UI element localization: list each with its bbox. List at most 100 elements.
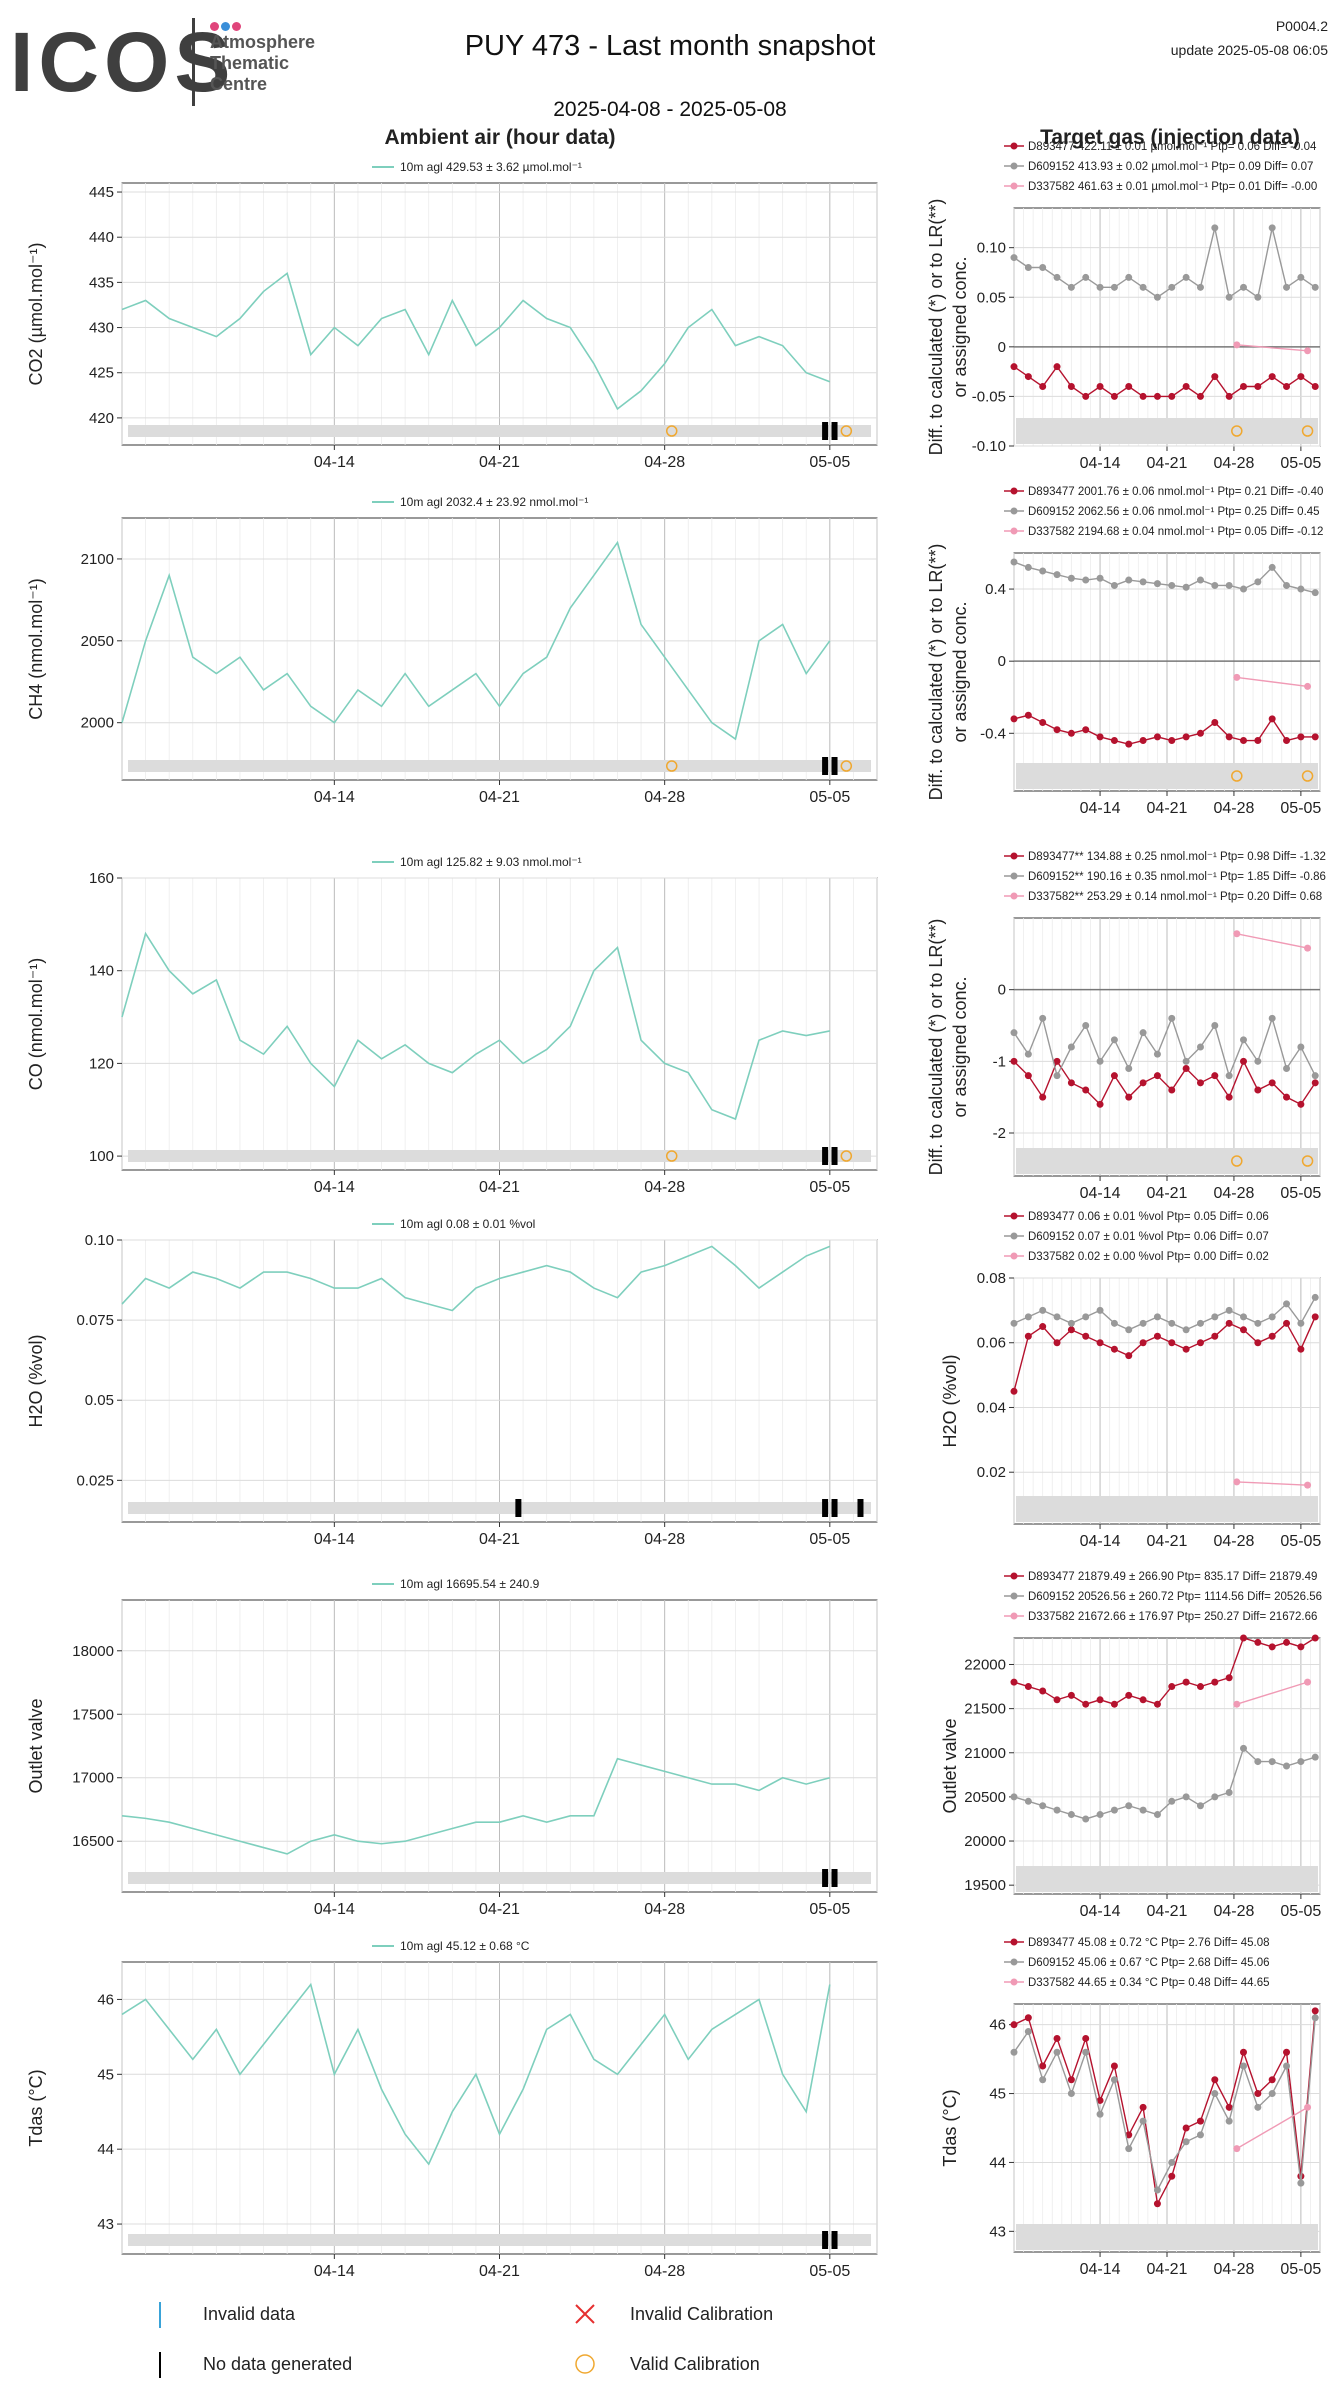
target-series-point [1039, 2062, 1047, 2070]
y-tick-label: 420 [89, 410, 114, 427]
target-series-line [1236, 933, 1308, 949]
ambient-series-line [121, 271, 831, 411]
y-tick-label: 0 [998, 982, 1006, 999]
target-series-point [1297, 273, 1305, 281]
target-series-point [1182, 1793, 1190, 1801]
target-series-point [1110, 392, 1118, 400]
x-tick-label: 05-05 [809, 789, 850, 806]
target-series-point [1268, 1313, 1276, 1321]
series-legend-marker [1010, 142, 1018, 150]
x-tick-label: 05-05 [809, 454, 850, 471]
target-series-point [1067, 1079, 1075, 1087]
chart-panel-8: 04-14 04-21 04-28 05-05 16500 17000 17500 18000… [26, 1577, 878, 1918]
target-series-point [1283, 2048, 1291, 2056]
target-series-point [1168, 1086, 1176, 1094]
target-series-point [1225, 1788, 1233, 1796]
target-series-point [1254, 383, 1262, 390]
target-series-point [1233, 341, 1241, 349]
y-tick-label: 45 [97, 2066, 114, 2083]
x-tick-label: 05-05 [809, 1531, 850, 1548]
y-tick-label: 18000 [72, 1643, 114, 1660]
y-tick-label: 21000 [964, 1745, 1006, 1762]
target-series-point [1067, 2076, 1075, 2084]
target-series-point [1311, 1753, 1319, 1761]
target-series-point [1254, 578, 1262, 586]
target-series-point [1139, 1696, 1147, 1704]
y-axis-label: CO (nmol.mol⁻¹) [26, 958, 46, 1091]
target-series-point [1268, 563, 1276, 571]
target-series-point [1010, 1678, 1018, 1686]
target-series-point [1297, 373, 1305, 381]
y-tick-label: 45 [989, 2086, 1006, 2103]
target-series-point [1297, 1100, 1305, 1108]
target-series-point [1096, 1306, 1104, 1314]
y-axis-label: Tdas (°C) [26, 2069, 46, 2146]
valid-calibration-marker [1301, 1155, 1314, 1167]
valid-calibration-marker [1231, 770, 1243, 782]
target-series-point [1283, 1319, 1291, 1327]
no-data-marker [831, 1147, 838, 1165]
target-series-point [1082, 726, 1090, 734]
target-series-point [1125, 740, 1133, 748]
target-series-point [1240, 2048, 1247, 2056]
target-series-point [1153, 1700, 1161, 1708]
target-series-point [1082, 1700, 1090, 1708]
no-data-marker [831, 2231, 838, 2249]
invalid-data-symbol [159, 2302, 161, 2328]
target-series-point [1182, 1065, 1190, 1072]
target-series-line [1236, 1681, 1308, 1705]
target-series-point [1225, 1674, 1233, 1682]
target-series-point [1283, 383, 1291, 390]
chart-panel-11: 04-14 04-21 04-28 05-05 43 44 45 46 Tdas (°C) D89… [940, 1937, 1321, 2278]
target-series-point [1110, 1806, 1118, 1814]
target-series-point [1039, 718, 1047, 726]
series-legend-label: D609152 413.93 ± 0.02 µmol.mol⁻¹ Ptp= 0.… [1028, 161, 1313, 173]
series-legend-marker [1010, 1938, 1018, 1946]
target-series-point [1053, 1057, 1061, 1065]
y-tick-label: 0 [998, 339, 1006, 356]
target-series-point [1311, 383, 1319, 390]
y-tick-label: -1 [993, 1053, 1006, 1070]
valid-calibration-marker [840, 425, 853, 437]
ambient-series-line [121, 1757, 831, 1855]
no-data-marker [822, 1869, 829, 1887]
target-series-point [1297, 1758, 1305, 1766]
x-tick-label: 05-05 [1280, 2261, 1321, 2278]
target-series-point [1254, 1319, 1262, 1327]
target-series-point [1254, 1758, 1262, 1766]
target-series-line [1236, 1481, 1308, 1486]
x-tick-label: 04-28 [644, 789, 685, 806]
ambient-series-line [121, 540, 831, 741]
target-series-point [1153, 1811, 1161, 1819]
target-series-point [1297, 733, 1305, 741]
x-tick-label: 04-14 [314, 1531, 355, 1548]
valid-calibration-marker [665, 760, 678, 772]
x-tick-label: 04-14 [1080, 1533, 1121, 1550]
target-series-line [1013, 2017, 1316, 2193]
y-tick-label: 17500 [72, 1706, 114, 1723]
target-series-point [1240, 383, 1247, 390]
no-data-marker [831, 1499, 838, 1517]
no-data-marker [831, 1869, 838, 1887]
series-legend-marker [1010, 892, 1018, 900]
target-series-point [1139, 1079, 1147, 1087]
target-series-point [1082, 1332, 1090, 1340]
y-axis-label: CO2 (µmol.mol⁻¹) [26, 243, 46, 386]
x-tick-label: 05-05 [809, 2263, 850, 2280]
target-series-point [1024, 1050, 1032, 1058]
series-legend-label: D609152** 190.16 ± 0.35 nmol.mol⁻¹ Ptp= … [1028, 871, 1326, 883]
y-tick-label: -0.10 [972, 438, 1006, 455]
y-tick-label: 0.025 [76, 1472, 114, 1489]
series-legend-label: D609152 2062.56 ± 0.06 nmol.mol⁻¹ Ptp= 0… [1028, 506, 1320, 518]
quality-flag-band [128, 425, 871, 437]
target-series-line [1013, 227, 1316, 299]
y-tick-label: 440 [89, 229, 114, 246]
target-series-point [1110, 1072, 1118, 1080]
target-series-point [1297, 1043, 1305, 1051]
x-tick-label: 04-14 [1080, 1185, 1121, 1202]
x-tick-label: 04-28 [644, 1531, 685, 1548]
target-series-point [1225, 2103, 1233, 2111]
chart-panel-9: 04-14 04-21 04-28 05-05 19500 20000 20500 21000… [940, 1571, 1322, 1920]
legend-valid-calibration: Valid Calibration [630, 2354, 760, 2374]
series-legend-label: D337582 2194.68 ± 0.04 nmol.mol⁻¹ Ptp= 0… [1028, 526, 1323, 538]
